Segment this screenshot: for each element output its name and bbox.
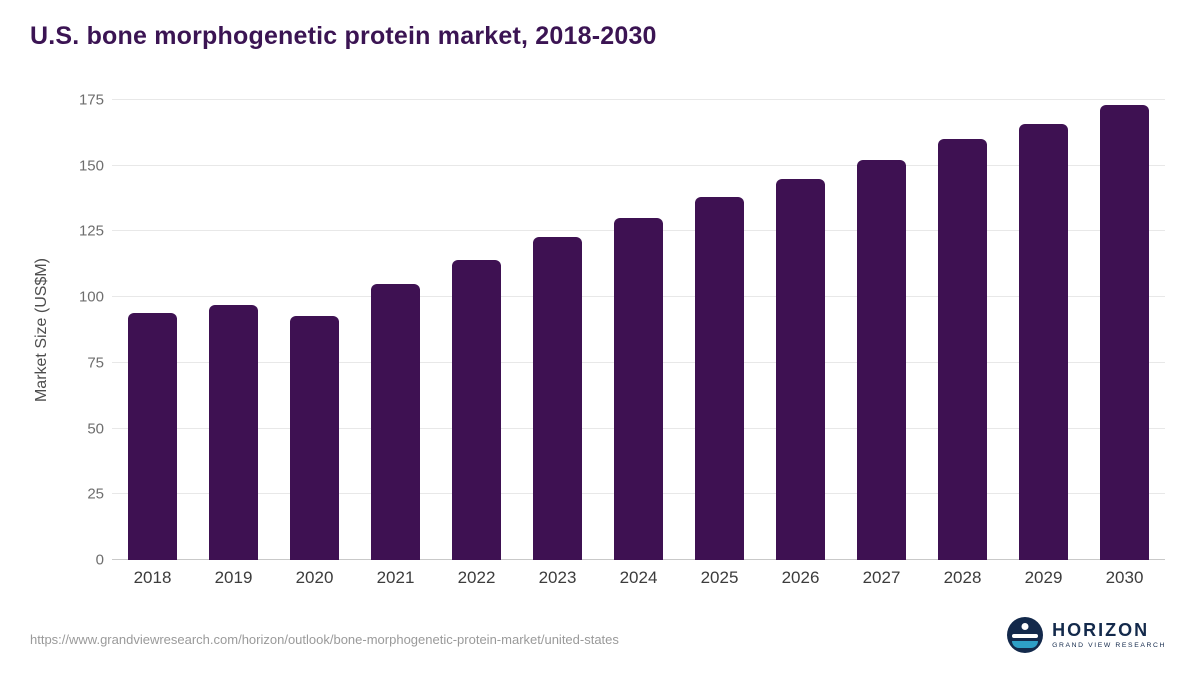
x-tick-label: 2028 bbox=[943, 568, 982, 587]
y-tick-label: 25 bbox=[87, 485, 104, 503]
bar-2028 bbox=[938, 139, 987, 560]
horizon-logo-icon bbox=[1007, 617, 1044, 653]
bar-2029 bbox=[1019, 123, 1068, 560]
x-tick-label: 2026 bbox=[781, 568, 820, 587]
bar-slot bbox=[598, 100, 679, 560]
y-tick-label: 100 bbox=[78, 288, 104, 306]
logo-sun-dot bbox=[1021, 623, 1029, 630]
bar-2023 bbox=[533, 236, 582, 560]
bar-slot bbox=[274, 100, 355, 560]
source-url: https://www.grandviewresearch.com/horizo… bbox=[30, 632, 619, 647]
x-tick-label: 2025 bbox=[700, 568, 739, 587]
bar-2024 bbox=[614, 218, 663, 560]
logo-title: HORIZON bbox=[1052, 620, 1150, 641]
bar-slot bbox=[193, 100, 274, 560]
y-axis-ticks: 0 25 50 75 100 125 150 175 bbox=[0, 92, 104, 569]
x-tick-label: 2024 bbox=[619, 568, 658, 587]
bar-slot bbox=[760, 100, 841, 560]
x-tick-label: 2019 bbox=[214, 568, 253, 587]
bar-slot bbox=[679, 100, 760, 560]
bar-2030 bbox=[1100, 105, 1149, 560]
x-tick-label: 2029 bbox=[1024, 568, 1063, 587]
bar-slot bbox=[1003, 100, 1084, 560]
y-tick-label: 150 bbox=[78, 157, 104, 175]
x-tick-label: 2018 bbox=[133, 568, 172, 587]
logo-horizon-line bbox=[1012, 634, 1039, 638]
bar-slot bbox=[517, 100, 598, 560]
y-tick-label: 0 bbox=[95, 551, 104, 569]
bar-slot bbox=[355, 100, 436, 560]
x-tick-label: 2021 bbox=[376, 568, 415, 587]
y-tick-label: 50 bbox=[87, 420, 104, 438]
x-tick-label: 2023 bbox=[538, 568, 577, 587]
bar-slot bbox=[1084, 100, 1165, 560]
bar-2019 bbox=[209, 305, 258, 560]
bar-2021 bbox=[371, 284, 420, 560]
y-tick-label: 75 bbox=[87, 354, 104, 372]
plot-area bbox=[112, 99, 1165, 560]
bar-series bbox=[112, 100, 1165, 560]
x-axis-labels: 2018 2019 2020 2021 2022 2023 2024 2025 2026 2027… bbox=[112, 568, 1165, 588]
bar-2022 bbox=[452, 260, 501, 560]
chart-title: U.S. bone morphogenetic protein market, … bbox=[30, 22, 657, 50]
logo-subtitle: GRAND VIEW RESEARCH bbox=[1052, 641, 1166, 649]
gridline bbox=[112, 164, 1165, 166]
logo-sea-shape bbox=[1012, 641, 1039, 648]
bar-2025 bbox=[695, 197, 744, 560]
bar-slot bbox=[922, 100, 1003, 560]
bar-slot bbox=[841, 100, 922, 560]
x-tick-label: 2027 bbox=[862, 568, 901, 587]
y-tick-label: 125 bbox=[78, 222, 104, 240]
y-tick-label: 175 bbox=[78, 91, 104, 109]
bar-slot bbox=[436, 100, 517, 560]
bar-2020 bbox=[290, 315, 339, 560]
x-tick-label: 2022 bbox=[457, 568, 496, 587]
horizon-logo: HORIZON GRAND VIEW RESEARCH bbox=[1007, 617, 1166, 653]
logo-text: HORIZON GRAND VIEW RESEARCH bbox=[1052, 621, 1166, 649]
x-tick-label: 2020 bbox=[295, 568, 334, 587]
bar-2018 bbox=[128, 312, 177, 560]
bar-2026 bbox=[776, 178, 825, 560]
bar-2027 bbox=[857, 160, 906, 560]
gridline bbox=[112, 99, 1165, 100]
x-tick-label: 2030 bbox=[1105, 568, 1144, 587]
bar-slot bbox=[112, 100, 193, 560]
